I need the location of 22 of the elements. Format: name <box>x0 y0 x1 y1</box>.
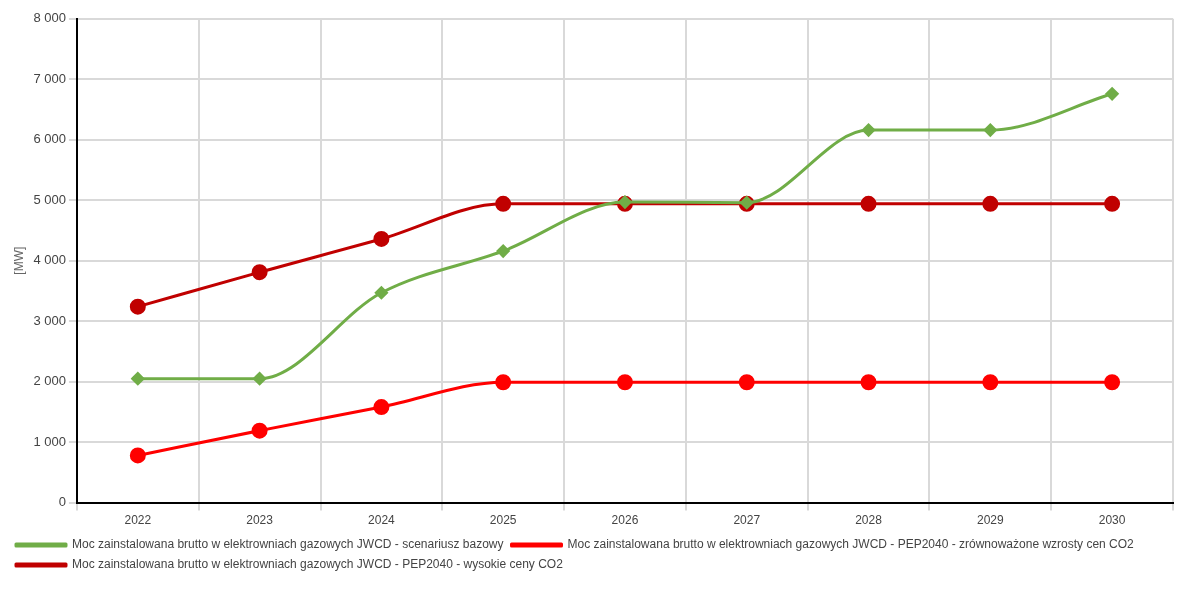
y-axis-title: [MW] <box>11 246 26 275</box>
x-tick-label: 2027 <box>733 513 761 528</box>
y-tick-label: 0 <box>58 494 66 510</box>
y-tick-label: 7 000 <box>33 70 66 86</box>
y-tick-label: 6 000 <box>33 131 66 147</box>
y-tick-label: 2 000 <box>33 373 66 389</box>
y-tick-label: 5 000 <box>33 191 66 207</box>
x-tick-label: 2026 <box>611 513 639 528</box>
y-tick-label: 4 000 <box>33 252 66 268</box>
x-tick-label: 2022 <box>124 513 152 528</box>
x-tick-label: 2029 <box>976 513 1004 528</box>
x-tick-label: 2030 <box>1098 513 1126 528</box>
y-tick-label: 8 000 <box>33 10 66 26</box>
legend-label: Moc zainstalowana brutto w elektrowniach gazowych JWCD - scenariusz bazowy <box>72 537 504 552</box>
y-tick-label: 1 000 <box>33 433 66 449</box>
x-tick-label: 2025 <box>489 513 517 528</box>
legend-label: Moc zainstalowana brutto w elektrowniach gazowych JWCD - PEP2040 - wysokie ceny CO2 <box>72 557 564 572</box>
x-tick-label: 2023 <box>246 513 274 528</box>
legend-label: Moc zainstalowana brutto w elektrowniach gazowych JWCD - PEP2040 - zrównoważone wzrosty cen CO2 <box>567 537 1135 552</box>
y-tick-label: 3 000 <box>33 312 66 328</box>
x-tick-label: 2028 <box>855 513 883 528</box>
x-tick-label: 2024 <box>368 513 396 528</box>
